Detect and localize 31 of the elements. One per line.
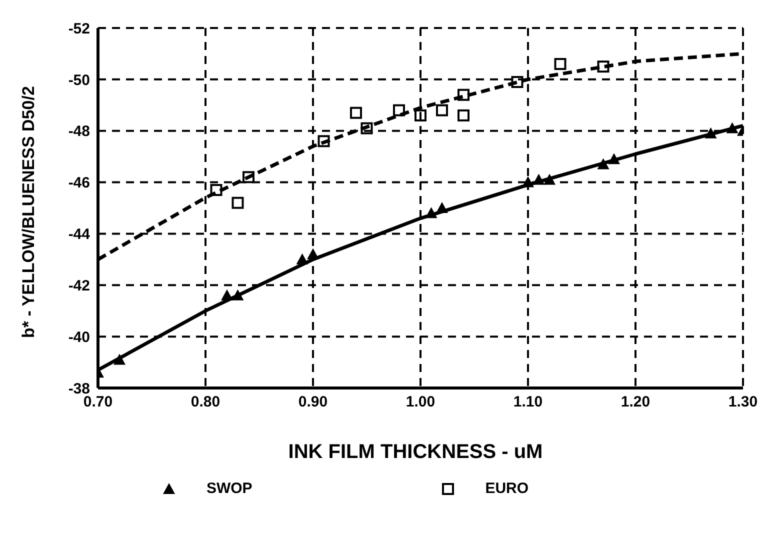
- point: [554, 58, 566, 70]
- point: [232, 196, 244, 209]
- point: [458, 88, 470, 101]
- x-tick-label: 1.10: [513, 394, 543, 411]
- y-tick-label: -46: [68, 174, 90, 192]
- point: [511, 76, 524, 88]
- point: [318, 135, 330, 148]
- point: [242, 171, 254, 184]
- y-tick-label: -42: [68, 277, 90, 294]
- y-tick-label: -50: [68, 72, 90, 89]
- x-tick-label: 0.90: [298, 394, 328, 411]
- x-tick-label: 1.20: [620, 394, 650, 411]
- point: [350, 106, 362, 119]
- point: [360, 122, 373, 134]
- legend-label: SWOP: [206, 480, 252, 497]
- point: [414, 109, 426, 122]
- y-tick-label: -52: [68, 20, 90, 38]
- point: [597, 60, 610, 73]
- x-axis-title: INK FILM THICKNESS - uM: [287, 441, 544, 464]
- legend-label: EURO: [485, 480, 529, 497]
- y-tick-label: -48: [68, 123, 90, 140]
- x-tick-label: 0.80: [190, 394, 220, 411]
- y-tick-label: -40: [68, 328, 90, 346]
- point: [393, 104, 405, 116]
- point: [458, 109, 470, 122]
- x-tick-label: 1.00: [406, 394, 436, 411]
- point: [436, 104, 448, 116]
- x-tick-label: 1.30: [728, 394, 758, 411]
- y-tick-label: -44: [68, 226, 91, 244]
- y-axis-title: b* - YELLOW/BLUENESS D50/2: [19, 86, 38, 338]
- point: [210, 184, 222, 196]
